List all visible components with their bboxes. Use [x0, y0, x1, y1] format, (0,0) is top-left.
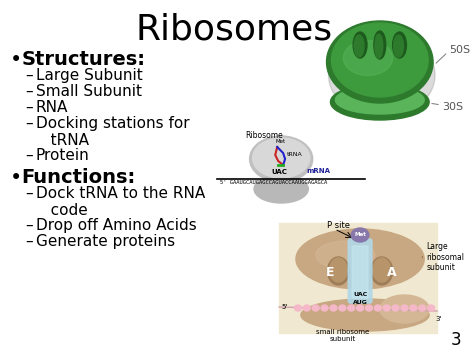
Text: 5': 5': [281, 304, 287, 310]
FancyBboxPatch shape: [352, 246, 368, 298]
Text: –: –: [26, 234, 33, 249]
Ellipse shape: [350, 92, 390, 104]
Ellipse shape: [428, 305, 435, 311]
Text: UAC: UAC: [353, 293, 367, 297]
Text: 30S: 30S: [442, 102, 463, 112]
Text: RNA: RNA: [36, 100, 68, 115]
Text: 3': 3': [435, 316, 441, 322]
Text: 5' GAAUGCAUGAGCCAGUACCAAUGGAGAGCA: 5' GAAUGCAUGAGCCAGUACCAAUGGAGAGCA: [220, 180, 327, 185]
Text: –: –: [26, 186, 33, 201]
Ellipse shape: [253, 138, 310, 178]
Ellipse shape: [328, 257, 349, 285]
Text: –: –: [26, 84, 33, 99]
Ellipse shape: [336, 86, 424, 114]
Text: P site: P site: [327, 220, 349, 229]
Ellipse shape: [250, 136, 313, 182]
Ellipse shape: [296, 229, 424, 289]
Ellipse shape: [343, 40, 392, 76]
Ellipse shape: [401, 305, 408, 311]
Text: –: –: [26, 100, 33, 115]
Text: –: –: [26, 68, 33, 83]
Ellipse shape: [354, 35, 364, 57]
Text: Protein: Protein: [36, 148, 89, 163]
Text: UAC: UAC: [271, 169, 287, 175]
Ellipse shape: [383, 305, 390, 311]
Text: mRNA: mRNA: [307, 168, 331, 174]
Text: Functions:: Functions:: [22, 168, 136, 187]
Ellipse shape: [374, 305, 381, 311]
Ellipse shape: [419, 305, 426, 311]
Ellipse shape: [393, 35, 403, 57]
Ellipse shape: [327, 21, 433, 103]
Ellipse shape: [339, 305, 346, 311]
Ellipse shape: [312, 305, 319, 311]
Ellipse shape: [351, 228, 369, 242]
Ellipse shape: [353, 32, 367, 58]
Ellipse shape: [348, 305, 355, 311]
Text: Small Subunit: Small Subunit: [36, 84, 142, 99]
Ellipse shape: [380, 295, 429, 323]
Text: Met: Met: [275, 139, 285, 144]
Ellipse shape: [330, 305, 337, 311]
Text: tRNA: tRNA: [287, 153, 303, 158]
Ellipse shape: [329, 258, 347, 282]
Ellipse shape: [316, 241, 375, 269]
Text: –: –: [26, 148, 33, 163]
Ellipse shape: [365, 305, 373, 311]
FancyBboxPatch shape: [348, 239, 372, 303]
Ellipse shape: [331, 23, 428, 97]
Text: 50S: 50S: [449, 45, 470, 55]
Text: Dock tRNA to the RNA
   code: Dock tRNA to the RNA code: [36, 186, 205, 218]
Ellipse shape: [254, 175, 308, 203]
Ellipse shape: [321, 305, 328, 311]
Text: Docking stations for
   tRNA: Docking stations for tRNA: [36, 116, 189, 148]
Ellipse shape: [294, 305, 301, 311]
Text: Structures:: Structures:: [22, 50, 146, 69]
Text: E: E: [326, 266, 335, 279]
Text: A: A: [387, 266, 396, 279]
Text: small ribosome
subunit: small ribosome subunit: [316, 329, 369, 342]
Text: Met: Met: [354, 233, 366, 237]
Ellipse shape: [303, 305, 310, 311]
FancyBboxPatch shape: [279, 223, 437, 333]
Text: Drop off Amino Acids: Drop off Amino Acids: [36, 218, 196, 233]
Text: •: •: [10, 168, 22, 188]
Ellipse shape: [392, 305, 399, 311]
Text: Large
ribosomal
subunit: Large ribosomal subunit: [426, 242, 464, 272]
Ellipse shape: [410, 305, 417, 311]
Text: Ribosomes: Ribosomes: [135, 13, 332, 47]
Ellipse shape: [371, 257, 392, 285]
Ellipse shape: [375, 34, 383, 58]
Text: •: •: [10, 50, 22, 70]
Ellipse shape: [392, 32, 406, 58]
Text: Large Subunit: Large Subunit: [36, 68, 142, 83]
Text: Generate proteins: Generate proteins: [36, 234, 174, 249]
Ellipse shape: [374, 31, 386, 59]
Ellipse shape: [356, 305, 364, 311]
Ellipse shape: [328, 33, 435, 118]
Text: –: –: [26, 218, 33, 233]
Text: Ribosome: Ribosome: [246, 131, 283, 140]
Ellipse shape: [330, 84, 429, 120]
Ellipse shape: [301, 299, 429, 331]
Text: –: –: [26, 116, 33, 131]
Text: AUG: AUG: [353, 300, 367, 306]
Ellipse shape: [373, 258, 391, 282]
Text: 3: 3: [451, 331, 462, 349]
